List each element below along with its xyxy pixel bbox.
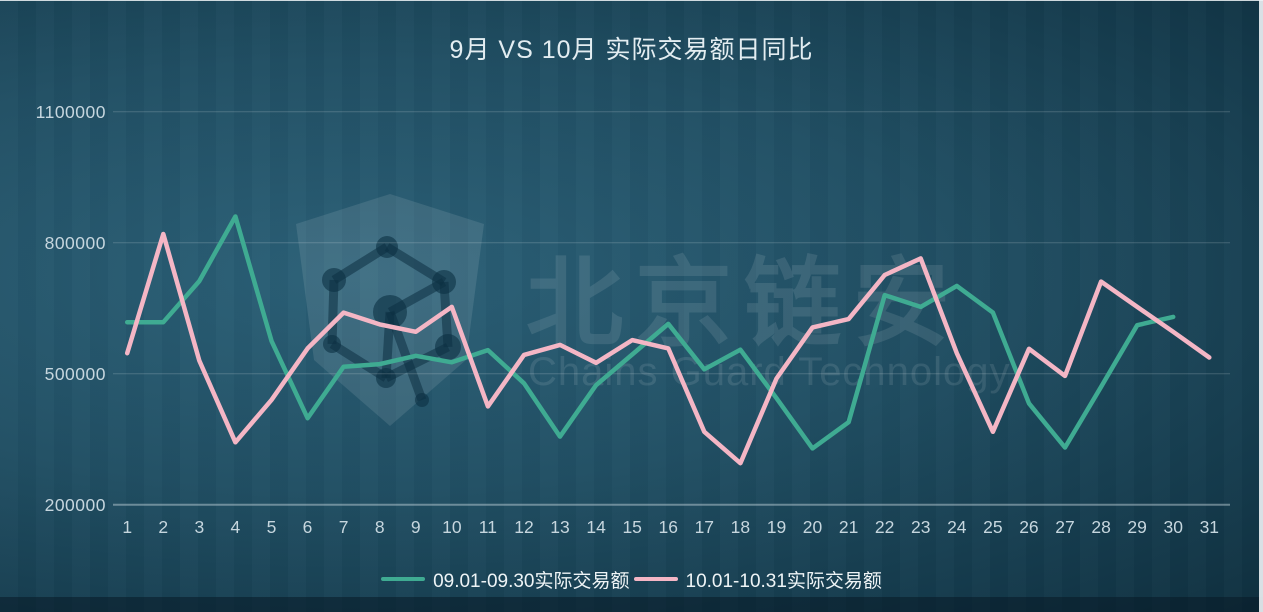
legend-item-october: 10.01-10.31实际交易额 — [633, 566, 882, 593]
legend: 09.01-09.30实际交易额 10.01-10.31实际交易额 — [0, 562, 1263, 596]
x-tick-label: 28 — [1091, 517, 1111, 537]
x-tick-label: 25 — [983, 517, 1003, 537]
x-tick-label: 9 — [410, 517, 421, 537]
legend-label-october: 10.01-10.31实际交易额 — [685, 570, 882, 592]
legend-item-september: 09.01-09.30实际交易额 — [381, 566, 630, 593]
x-tick-label: 7 — [338, 517, 349, 537]
legend-label-september: 09.01-09.30实际交易额 — [433, 570, 630, 592]
x-tick-label: 31 — [1199, 517, 1220, 537]
x-tick-label: 5 — [266, 517, 277, 537]
x-tick-label: 22 — [874, 517, 895, 537]
x-tick-label: 3 — [194, 517, 205, 537]
x-tick-label: 1 — [122, 517, 133, 537]
x-tick-label: 10 — [442, 517, 462, 537]
chart-title: 9月 VS 10月 实际交易额日同比 — [449, 36, 814, 64]
x-tick-label: 26 — [1019, 517, 1039, 537]
series-line-september — [124, 214, 1176, 451]
x-tick-label: 18 — [730, 517, 751, 537]
legend-swatch-october — [633, 576, 678, 582]
x-tick-label: 12 — [514, 517, 534, 537]
x-tick-label: 20 — [802, 517, 823, 537]
x-tick-label: 14 — [586, 517, 606, 537]
x-tick-label: 15 — [622, 517, 642, 537]
x-tick-label: 23 — [911, 517, 931, 537]
x-tick-label: 17 — [694, 517, 715, 537]
series-line-october — [124, 231, 1212, 466]
x-tick-label: 8 — [374, 517, 385, 537]
x-tick-label: 11 — [478, 517, 497, 537]
y-tick-label: 800000 — [44, 232, 106, 253]
screen-edge-right — [1259, 0, 1263, 612]
legend-swatch-september — [381, 576, 426, 582]
y-tick-label: 500000 — [44, 363, 106, 384]
x-tick-label: 2 — [158, 517, 169, 537]
y-tick-label: 1100000 — [35, 101, 106, 122]
x-tick-label: 6 — [302, 517, 313, 537]
x-tick-label: 29 — [1127, 517, 1147, 537]
x-tick-label: 19 — [766, 517, 787, 537]
screen-edge-top — [0, 0, 1263, 1]
bottom-shade-band — [0, 597, 1263, 612]
x-tick-label: 30 — [1163, 517, 1183, 537]
x-tick-label: 13 — [550, 517, 570, 537]
x-tick-label: 4 — [230, 517, 241, 537]
x-tick-label: 24 — [947, 517, 967, 537]
x-tick-label: 27 — [1055, 517, 1075, 537]
x-tick-label: 21 — [838, 517, 859, 537]
y-tick-label: 200000 — [44, 494, 106, 515]
x-tick-label: 16 — [658, 517, 678, 537]
